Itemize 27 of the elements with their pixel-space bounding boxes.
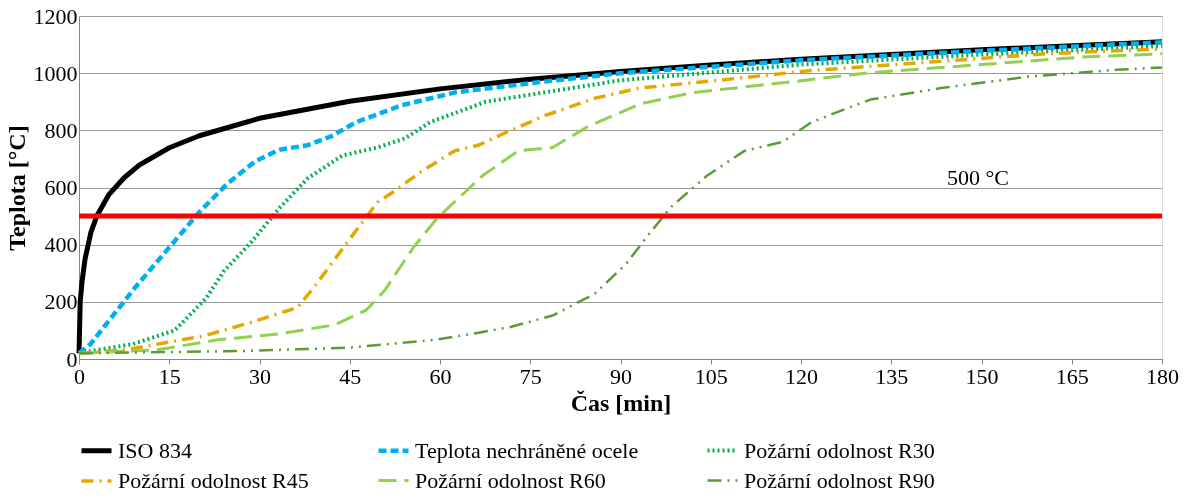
x-tick-label: 105 — [694, 363, 728, 389]
y-tick-label: 1000 — [33, 60, 78, 86]
ref-line-label: 500 °C — [946, 165, 1009, 191]
x-axis-title: Čas [min] — [570, 389, 672, 416]
x-tick-label: 45 — [339, 363, 362, 389]
y-tick-label: 600 — [44, 175, 78, 200]
x-tick-label: 75 — [519, 363, 542, 389]
x-tick-label: 165 — [1055, 363, 1089, 389]
x-tick-label: 30 — [249, 363, 271, 389]
x-tick-label: 60 — [429, 363, 452, 389]
y-tick-label: 800 — [44, 117, 78, 143]
y-axis-title: Teplota [°C] — [3, 125, 30, 251]
y-tick-label: 200 — [44, 289, 78, 315]
x-tick-label: 150 — [965, 363, 999, 389]
legend-label: Požární odolnost R30 — [744, 437, 935, 463]
y-tick-label: 400 — [44, 232, 78, 258]
x-tick-label: 120 — [785, 363, 818, 389]
x-tick-label: 135 — [875, 363, 909, 389]
legend-label: ISO 834 — [118, 437, 192, 463]
x-tick-label: 90 — [610, 363, 632, 389]
legend-label: Požární odolnost R60 — [415, 467, 606, 493]
x-tick-label: 15 — [158, 363, 181, 389]
legend-label: Požární odolnost R45 — [118, 468, 309, 493]
legend-label: Požární odolnost R90 — [744, 467, 935, 493]
x-tick-label: 180 — [1146, 363, 1179, 389]
legend-label: Teplota nechráněné ocele — [415, 437, 639, 463]
y-tick-label: 1200 — [33, 3, 78, 29]
